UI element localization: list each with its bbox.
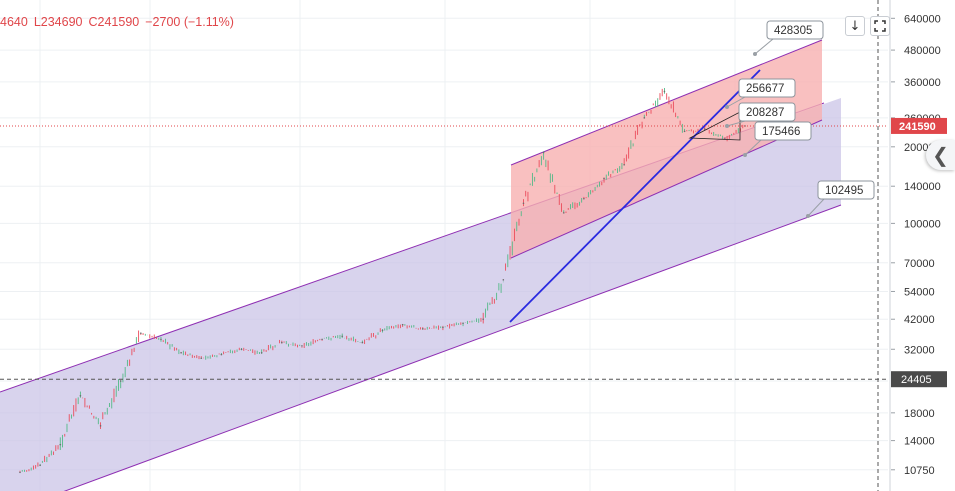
price-callout-label: 175466 [762,126,800,138]
price-callout-box [766,20,824,40]
price-callout-leader [744,139,762,156]
ohlc-open: 4640 [0,15,28,29]
y-tick-label: 70000 [904,258,935,270]
y-tick-label: 100000 [904,218,941,230]
data-point-21 [442,326,444,329]
candle-series [19,87,746,474]
data-point-30 [623,163,625,166]
price-callout-box [738,78,796,98]
data-point-0 [19,471,21,474]
upper-channel-bottom-line [510,119,823,259]
price-callout-leader [726,120,746,127]
y-tick-label: 480000 [904,45,941,57]
data-point-13 [281,341,283,344]
data-point-18 [381,329,384,332]
price-callout-anchor [806,214,810,218]
data-point-1 [39,464,41,467]
price-callout-leader [807,198,825,217]
channel-drawings [0,39,842,491]
data-point-31 [643,117,646,119]
upper-channel-top-line [510,39,823,166]
y-tick-label: 10750 [904,465,935,477]
y-tick-label: 18000 [904,408,935,420]
price-callout-anchor [753,52,757,56]
data-point-20 [421,328,424,330]
price-callout-anchor [743,153,747,157]
data-point-11 [240,348,243,351]
data-point-3 [79,395,82,397]
data-point-4 [99,425,102,427]
crosshair-price-tag [891,371,947,388]
data-point-22 [462,322,464,325]
price-callout-box [754,121,812,141]
overlay-drawings: 428305 256677 208287 175466 102495 [0,0,888,491]
data-point-6 [140,332,142,335]
price-callout-anchor [725,105,729,109]
fullscreen-icon [874,20,886,32]
last-price-tag [891,117,947,134]
y-tick-label: 14000 [904,436,935,448]
data-point-10 [220,353,223,356]
last-price-tag-label: 241590 [899,121,936,133]
ohlc-low: L234690 [33,15,83,29]
crosshair-price-tag-label: 24405 [901,374,932,386]
data-point-2 [59,443,62,446]
download-button[interactable]: ↓ [845,16,865,36]
chevron-left-icon: ❮ [932,143,949,167]
data-point-5 [119,380,122,382]
arrow-down-icon: ↓ [849,18,861,34]
ohlc-change: −2700 (−1.11%) [145,15,234,29]
y-tick-label: 360000 [904,77,941,89]
price-callout-box [817,180,875,200]
price-callout-leader [754,38,774,55]
fullscreen-button[interactable] [870,16,890,36]
price-callout-leader [726,96,746,108]
y-tick-label: 32000 [904,344,935,356]
price-callout-label: 256677 [746,83,784,95]
y-tick-label: 42000 [904,314,935,326]
data-point-27 [562,212,565,214]
price-callout-label: 428305 [774,25,812,37]
price-callout-label: 208287 [746,107,784,119]
lower-channel-lower-line [63,204,842,491]
data-point-19 [401,323,404,326]
price-callout-label: 102495 [825,185,863,197]
data-point-33 [683,130,686,133]
triangle-drawing [688,111,741,141]
data-point-7 [160,338,162,341]
y-tick-label: 54000 [904,286,935,298]
side-panel-toggle[interactable]: ❮ [926,140,955,170]
data-point-32 [663,90,666,93]
y-tick-label: 640000 [904,13,941,25]
data-point-14 [301,345,303,347]
price-callout-box [738,102,796,122]
data-point-8 [180,351,182,354]
price-axis: 6400004800003600002600002000001400001000… [889,0,947,491]
data-point-12 [260,351,263,354]
data-point-17 [361,341,364,344]
data-point-26 [542,151,545,154]
data-point-24 [502,279,505,281]
y-tick-label: 140000 [904,181,941,193]
data-point-25 [522,202,525,205]
price-callout-anchor [725,124,729,128]
data-point-34 [703,128,706,130]
data-point-9 [200,357,203,360]
trend-line [509,69,761,323]
data-point-23 [482,318,484,321]
data-point-16 [341,335,344,338]
data-point-28 [583,197,585,200]
ohlc-legend: 4640 L234690 C241590 −2700 (−1.11%) [0,15,240,29]
data-point-15 [321,338,323,341]
data-point-29 [603,177,605,180]
ohlc-close: C241590 [88,15,140,29]
